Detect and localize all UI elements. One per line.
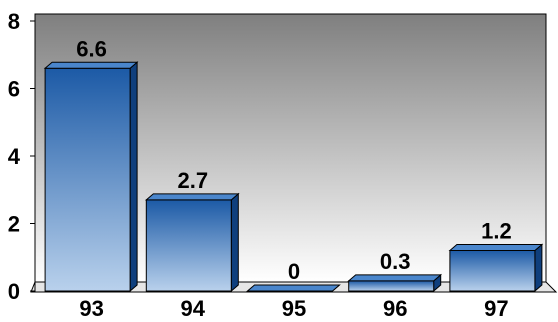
- bar-97: [448, 243, 544, 293]
- data-label: 0.3: [380, 249, 411, 274]
- y-tick-label: 6: [8, 77, 20, 102]
- data-label: 0: [288, 259, 300, 284]
- x-tick-label: 97: [484, 296, 508, 321]
- bar-front-face: [449, 250, 536, 292]
- x-tick-label: 96: [383, 296, 407, 321]
- bar-top-face: [448, 244, 544, 251]
- y-tick-label: 4: [8, 144, 21, 169]
- x-tick-label: 94: [181, 296, 206, 321]
- bar-93: [43, 61, 139, 293]
- bar-side-face: [129, 61, 138, 293]
- bar-95: [246, 284, 341, 292]
- bar-94: [144, 192, 240, 293]
- bar-96: [347, 273, 443, 293]
- bar-top-face: [43, 61, 139, 69]
- bars-group: [43, 61, 544, 293]
- bar-front-face: [145, 199, 232, 292]
- bar-top-face: [144, 193, 240, 201]
- data-label: 2.7: [178, 168, 209, 193]
- y-tick-label: 8: [8, 9, 20, 34]
- bar-top-face: [246, 284, 341, 292]
- x-tick-label: 95: [282, 296, 306, 321]
- bar-top-face: [347, 274, 443, 282]
- data-label: 1.2: [481, 219, 512, 244]
- bar-front-face: [44, 67, 131, 292]
- x-tick-label: 93: [79, 296, 103, 321]
- y-axis-ticks: 0 2 4 6 8: [8, 9, 35, 304]
- y-tick-label: 0: [8, 279, 20, 304]
- bar-side-face: [534, 243, 543, 293]
- bar-side-face: [230, 192, 239, 293]
- data-labels: 6.6 2.7 0 0.3 1.2: [76, 36, 511, 284]
- y-tick-label: 2: [8, 212, 20, 237]
- x-axis-ticks: 93 94 95 96 97: [79, 296, 508, 321]
- data-label: 6.6: [76, 36, 107, 61]
- bar-front-face: [348, 280, 435, 292]
